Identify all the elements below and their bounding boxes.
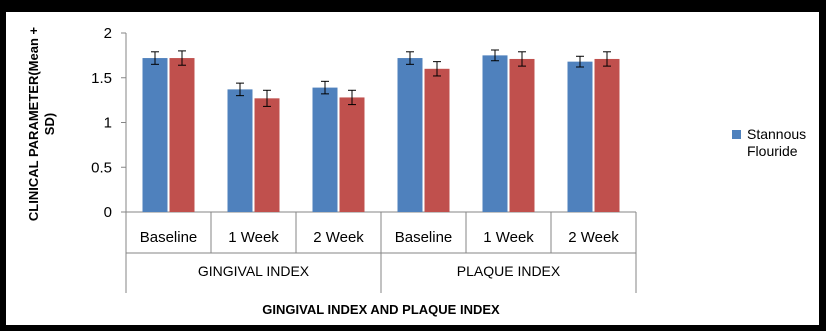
- bar: [567, 61, 593, 212]
- x-group-label: PLAQUE INDEX: [457, 263, 561, 279]
- x-category-label: 1 Week: [483, 229, 534, 246]
- x-category-label: 2 Week: [568, 229, 619, 246]
- axis-labels: 0 0.5 1 1.5 2 Baseline 1 Week 2 Week Baseline 1 W…: [26, 25, 619, 317]
- chart-area: 0 0.5 1 1.5 2 Baseline 1 Week 2 Week Baseline 1 W…: [6, 12, 819, 325]
- y-tick-label: 1.5: [91, 70, 112, 87]
- legend-label: Stannous: [747, 126, 806, 142]
- x-category-label: Baseline: [140, 229, 198, 246]
- x-category-label: Baseline: [395, 229, 453, 246]
- bar-chart: 0 0.5 1 1.5 2 Baseline 1 Week 2 Week Baseline 1 W…: [26, 25, 806, 317]
- x-category-label: 2 Week: [313, 229, 364, 246]
- bar: [482, 55, 508, 212]
- y-axis-title-line: CLINICAL PARAMETER(Mean +: [26, 27, 41, 222]
- bar: [424, 68, 450, 212]
- y-tick-label: 1: [104, 115, 112, 132]
- bar: [397, 58, 423, 213]
- y-tick-label: 2: [104, 25, 112, 42]
- x-group-label: GINGIVAL INDEX: [198, 263, 310, 279]
- bar: [169, 58, 195, 213]
- x-category-label: 1 Week: [228, 229, 279, 246]
- x-axis-title: GINGIVAL INDEX AND PLAQUE INDEX: [262, 302, 500, 317]
- y-axis-title-line: SD): [42, 113, 57, 135]
- bars: [142, 55, 620, 213]
- y-axis-title: CLINICAL PARAMETER(Mean +SD): [26, 27, 57, 222]
- bar: [227, 89, 253, 212]
- bar: [339, 97, 365, 212]
- error-bars: [151, 49, 611, 107]
- bar: [594, 58, 620, 212]
- bar: [142, 58, 168, 213]
- legend-label: Flouride: [747, 143, 798, 159]
- legend-swatch: [732, 130, 741, 139]
- y-tick-label: 0.5: [91, 159, 112, 176]
- bar: [312, 87, 338, 212]
- bar: [254, 98, 280, 212]
- axes: [121, 32, 637, 293]
- y-tick-label: 0: [104, 204, 112, 221]
- bar: [509, 58, 535, 212]
